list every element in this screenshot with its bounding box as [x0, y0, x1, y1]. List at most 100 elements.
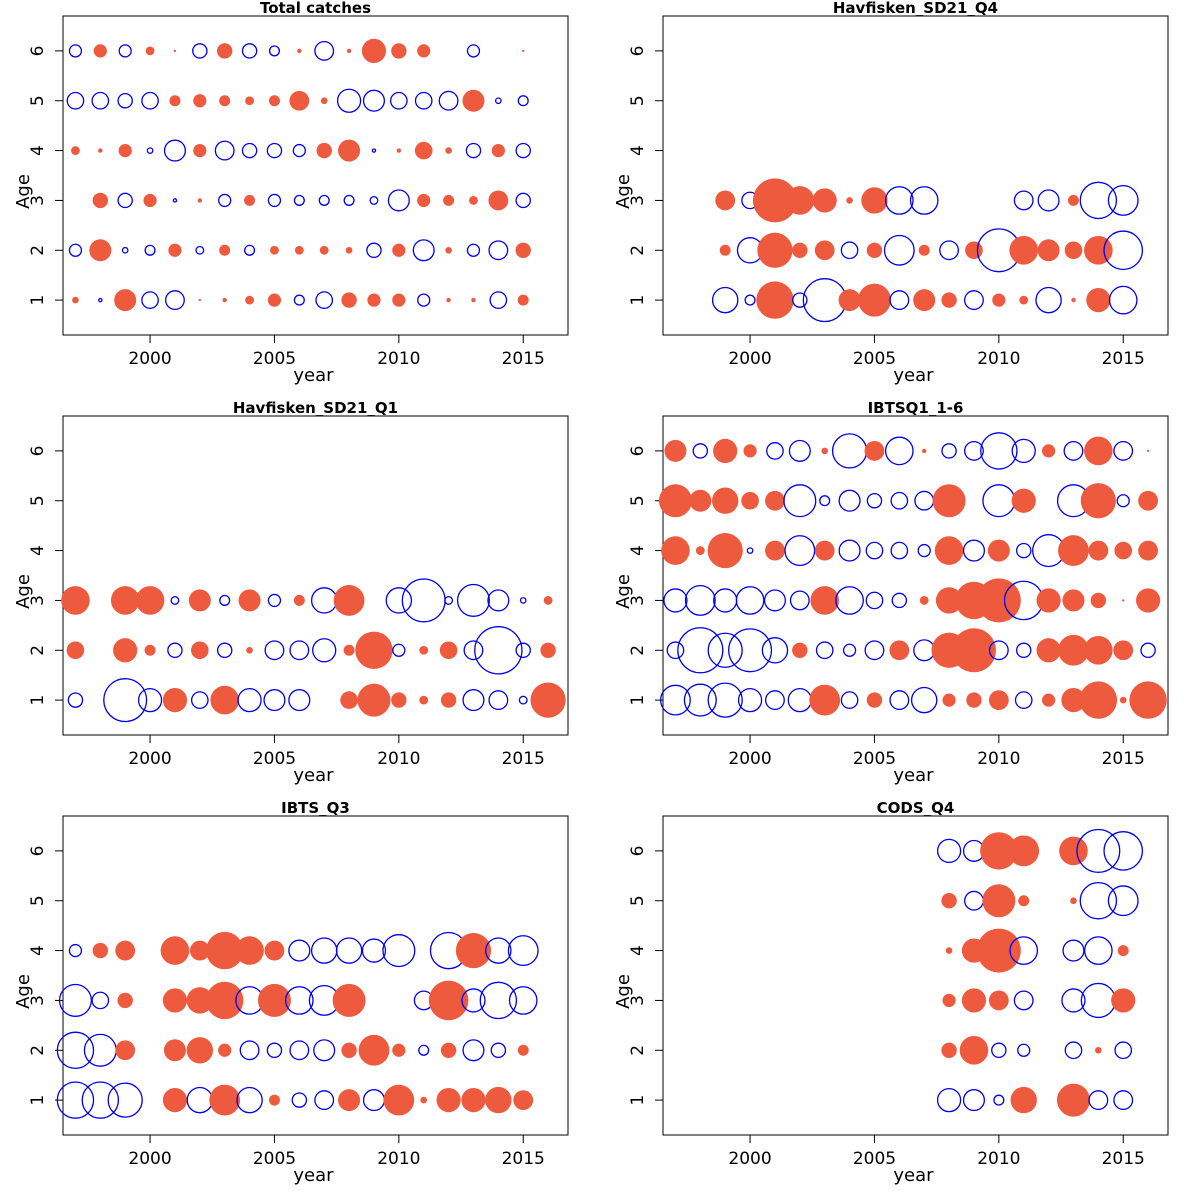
positive-residual-bubble: [419, 695, 429, 705]
positive-residual-bubble: [976, 928, 1021, 973]
positive-residual-bubble: [846, 197, 853, 204]
negative-residual-bubble: [884, 186, 914, 215]
y-tick-label: 6: [628, 445, 648, 456]
x-tick-label: 2015: [502, 349, 545, 369]
positive-residual-bubble: [743, 444, 757, 458]
panel-title: IBTS_Q3: [281, 799, 350, 817]
negative-residual-bubble: [1140, 642, 1156, 659]
positive-residual-bubble: [517, 1044, 529, 1056]
positive-residual-bubble: [113, 638, 138, 663]
y-tick-label: 2: [628, 245, 648, 256]
positive-residual-bubble: [355, 631, 393, 669]
negative-residual-bubble: [56, 1081, 95, 1119]
negative-residual-bubble: [315, 291, 334, 309]
negative-residual-bubble: [239, 1040, 260, 1061]
positive-residual-bubble: [193, 143, 207, 158]
positive-residual-bubble: [1019, 295, 1029, 305]
positive-residual-bubble: [219, 95, 231, 107]
positive-residual-bubble: [218, 1043, 232, 1057]
positive-residual-bubble: [1088, 540, 1109, 561]
negative-residual-bubble: [418, 1044, 430, 1056]
y-tick-label: 1: [28, 1095, 48, 1106]
y-tick-label: 3: [28, 595, 48, 606]
positive-residual-bubble: [866, 242, 883, 258]
x-axis-label: year: [293, 1165, 334, 1186]
y-tick-label: 3: [628, 595, 648, 606]
negative-residual-bubble: [474, 626, 523, 675]
positive-residual-bubble: [918, 244, 930, 256]
positive-residual-bubble: [198, 298, 202, 302]
positive-residual-bubble: [1064, 241, 1083, 260]
negative-residual-bubble: [508, 986, 538, 1015]
negative-residual-bubble: [1017, 1043, 1031, 1057]
positive-residual-bubble: [469, 196, 478, 205]
positive-residual-bubble: [821, 447, 828, 455]
negative-residual-bubble: [263, 689, 286, 712]
negative-residual-bubble: [266, 1042, 283, 1059]
negative-residual-bubble: [91, 91, 110, 110]
negative-residual-bubble: [236, 1086, 263, 1114]
positive-residual-bubble: [235, 936, 264, 965]
negative-residual-bubble: [910, 686, 938, 714]
negative-residual-bubble: [488, 240, 509, 261]
negative-residual-bubble: [371, 148, 377, 153]
negative-residual-bubble: [218, 193, 232, 208]
positive-residual-bubble: [144, 644, 156, 656]
positive-residual-bubble: [1056, 1083, 1090, 1117]
negative-residual-bubble: [284, 986, 314, 1015]
negative-residual-bubble: [842, 643, 857, 657]
positive-residual-bubble: [765, 490, 785, 511]
positive-residual-bubble: [1008, 835, 1040, 867]
y-axis-label: Age: [613, 974, 634, 1009]
positive-residual-bubble: [462, 89, 485, 112]
x-tick-label: 2000: [728, 1149, 771, 1169]
positive-residual-bubble: [162, 688, 188, 713]
y-tick-label: 4: [28, 945, 48, 956]
positive-residual-bubble: [383, 1084, 415, 1116]
negative-residual-bubble: [366, 242, 382, 259]
y-tick-label: 4: [628, 945, 648, 956]
positive-residual-bubble: [162, 988, 188, 1013]
x-tick-label: 2000: [128, 349, 171, 369]
positive-residual-bubble: [289, 90, 310, 111]
positive-residual-bubble: [1061, 688, 1086, 713]
negative-residual-bubble: [1035, 286, 1062, 314]
positive-residual-bubble: [341, 1042, 357, 1058]
positive-residual-bubble: [245, 96, 254, 106]
negative-residual-bubble: [219, 594, 231, 606]
negative-residual-bubble: [67, 692, 84, 708]
positive-residual-bubble: [889, 640, 910, 661]
positive-residual-bubble: [114, 289, 137, 312]
positive-residual-bubble: [71, 146, 80, 155]
positive-residual-bubble: [1058, 634, 1089, 666]
positive-residual-bubble: [446, 297, 451, 303]
positive-residual-bubble: [765, 540, 785, 561]
positive-residual-bubble: [333, 585, 365, 616]
negative-residual-bubble: [962, 539, 986, 562]
negative-residual-bubble: [66, 91, 85, 110]
positive-residual-bubble: [115, 1040, 136, 1061]
negative-residual-bubble: [289, 640, 310, 661]
negative-residual-bubble: [761, 637, 789, 664]
y-tick-label: 1: [628, 695, 648, 706]
negative-residual-bubble: [1013, 190, 1034, 211]
x-tick-label: 2015: [1102, 1149, 1145, 1169]
y-axis-label: Age: [613, 574, 634, 609]
negative-residual-bubble: [83, 1033, 117, 1067]
x-axis-label: year: [893, 765, 934, 786]
negative-residual-bubble: [244, 244, 256, 256]
negative-residual-bubble: [1107, 885, 1139, 917]
positive-residual-bubble: [264, 940, 285, 961]
positive-residual-bubble: [1059, 836, 1088, 866]
negative-residual-bubble: [313, 1039, 336, 1062]
positive-residual-bubble: [361, 38, 387, 63]
negative-residual-bubble: [312, 638, 337, 663]
negative-residual-bubble: [980, 432, 1018, 470]
positive-residual-bubble: [391, 43, 407, 59]
y-axis-label: Age: [13, 174, 34, 209]
positive-residual-bubble: [419, 645, 429, 655]
negative-residual-bubble: [68, 44, 83, 58]
negative-residual-bubble: [1079, 181, 1118, 220]
positive-residual-bubble: [440, 692, 457, 708]
positive-residual-bubble: [1138, 540, 1158, 561]
